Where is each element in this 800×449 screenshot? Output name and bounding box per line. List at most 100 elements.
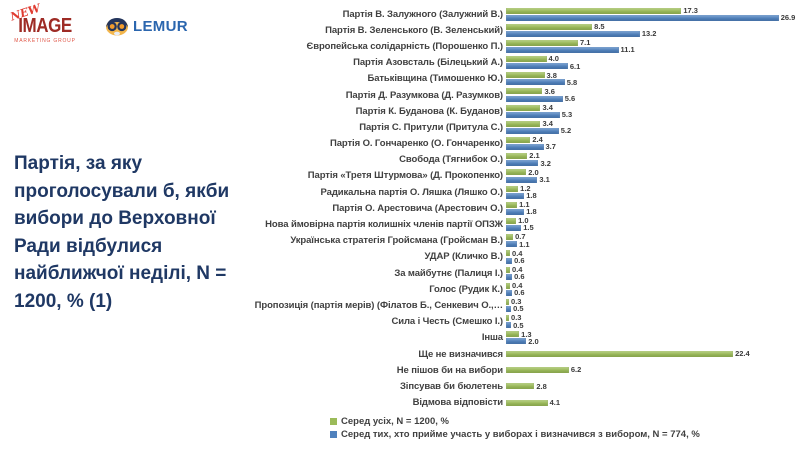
value-label: 2.0 — [528, 167, 539, 177]
category-label: За майбутнє (Палиця І.) — [394, 267, 503, 279]
value-label: 5.8 — [566, 77, 578, 87]
value-label: 1.8 — [526, 207, 537, 217]
chart-row: Сила і Честь (Смешко І.) 0.3 0.5 — [248, 314, 800, 330]
bar-area: 0.7 1.1 — [506, 232, 800, 249]
value-label: 1.3 — [521, 329, 532, 339]
chart-row: Інша 1.3 2.0 — [248, 330, 800, 346]
category-label: Партія Азовсталь (Білецький А.) — [353, 57, 503, 69]
value-label: 3.1 — [539, 174, 550, 184]
bar-all — [506, 399, 548, 406]
chart-row: Партія О. Гончаренко (О. Гончаренко) 2.4 3… — [248, 136, 800, 152]
value-label: 0.6 — [514, 271, 525, 281]
bar-voters — [506, 160, 539, 167]
bar-voters — [506, 63, 568, 70]
value-label: 0.6 — [514, 255, 525, 265]
value-label: 7.1 — [579, 38, 591, 48]
category-label: Ще не визначився — [418, 348, 503, 360]
bar-all — [506, 315, 510, 322]
chart-row: Відмова відповісти 4.1 — [248, 395, 800, 411]
bar-all — [506, 266, 511, 273]
value-label: 0.4 — [512, 248, 523, 258]
category-label: Не пішов би на вибори — [396, 364, 503, 376]
logo-bar: NEW IMAGE MARKETING GROUP LEMUR — [9, 2, 188, 49]
value-label: 6.2 — [570, 365, 582, 375]
bar-area: 2.1 3.2 — [506, 152, 800, 168]
value-label: 17.3 — [683, 5, 698, 15]
chart-row: Партія «Третя Штурмова» (Д. Прокопенко) 2… — [248, 168, 800, 184]
bar-area: 0.4 0.6 — [506, 266, 800, 280]
bar-all — [506, 234, 514, 241]
category-label: Інша — [481, 332, 503, 344]
value-label: 0.5 — [513, 320, 524, 330]
bar-voters — [506, 47, 619, 54]
value-label: 0.4 — [512, 264, 523, 274]
chart-row: Голос (Рудик К.) 0.4 0.6 — [248, 281, 800, 297]
bar-all — [506, 56, 547, 63]
chart-row: УДАР (Кличко В.) 0.4 0.6 — [248, 249, 800, 265]
bar-all — [506, 120, 541, 127]
chart-row: Партія В. Залужного (Залужний В.) 17.3 26.… — [248, 6, 800, 22]
bar-all — [506, 331, 520, 338]
bar-all — [506, 169, 527, 176]
value-label: 3.2 — [540, 158, 551, 168]
bar-voters — [506, 338, 527, 345]
category-label: Пропозиція (партія мерів) (Філатов Б., С… — [254, 299, 503, 311]
bar-all — [506, 23, 593, 30]
bar-area: 4.0 6.1 — [506, 55, 800, 71]
bar-voters — [506, 176, 538, 183]
category-label: Сила і Честь (Смешко І.) — [391, 316, 503, 328]
legend-swatch-blue — [330, 430, 337, 438]
bar-all — [506, 383, 535, 390]
new-image-logo: NEW IMAGE MARKETING GROUP — [9, 2, 80, 49]
bar-all — [506, 72, 545, 79]
bar-all — [506, 88, 543, 95]
value-label: 2.4 — [532, 135, 543, 145]
bar-area: 0.4 0.6 — [506, 250, 800, 264]
category-label: Відмова відповісти — [412, 397, 503, 409]
bar-voters — [506, 79, 565, 86]
chart-row: Нова ймовірна партія колишніх членів пар… — [248, 216, 800, 232]
chart-row: Не пішов би на вибори 6.2 — [248, 362, 800, 378]
bar-voters — [506, 192, 525, 199]
bar-all — [506, 185, 519, 192]
chart-rows: Партія В. Залужного (Залужний В.) 17.3 26.… — [248, 6, 800, 411]
bar-voters — [506, 273, 513, 280]
value-label: 11.1 — [620, 45, 635, 55]
chart-title: Партія, за яку проголосували б, якби виб… — [14, 153, 230, 312]
value-label: 2.8 — [536, 381, 547, 391]
bar-all — [506, 7, 682, 14]
value-label: 3.6 — [544, 86, 555, 96]
new-image-logo-main-text: IMAGE — [18, 15, 72, 37]
value-label: 5.2 — [560, 126, 572, 136]
bar-voters — [506, 322, 512, 329]
legend-swatch-green — [330, 417, 337, 425]
value-label: 6.1 — [569, 61, 581, 71]
lemur-logo: LEMUR — [104, 16, 188, 36]
bar-voters — [506, 144, 544, 151]
bar-voters — [506, 225, 522, 232]
bar-area: 1.3 2.0 — [506, 329, 800, 345]
value-label: 0.7 — [515, 232, 526, 242]
category-label: Нова ймовірна партія колишніх членів пар… — [265, 219, 503, 231]
category-label: Радикальна партія О. Ляшка (Ляшко О.) — [320, 186, 504, 198]
bar-area: 0.3 0.5 — [506, 314, 800, 330]
new-image-logo-subtext: MARKETING GROUP — [14, 38, 76, 44]
bar-all — [506, 250, 511, 257]
legend-label-all: Серед усіх, N = 1200, % — [341, 415, 449, 427]
value-label: 1.1 — [519, 239, 530, 249]
category-label: Партія В. Залужного (Залужний В.) — [342, 8, 503, 20]
category-label: Партія О. Арестовича (Арестович О.) — [332, 202, 503, 214]
bar-area: 3.6 5.6 — [506, 88, 800, 102]
category-label: Українська стратегія Гройсмана (Гройсман… — [290, 235, 503, 247]
value-label: 1.2 — [520, 183, 531, 193]
bar-area: 2.8 — [506, 383, 800, 390]
bar-chart: Партія В. Залужного (Залужний В.) 17.3 26.… — [248, 6, 800, 440]
bar-area: 17.3 26.9 — [506, 7, 800, 21]
chart-row: Пропозиція (партія мерів) (Філатов Б., С… — [248, 297, 800, 313]
bar-all — [506, 298, 510, 305]
bar-all — [506, 153, 528, 160]
chart-row: Партія Д. Разумкова (Д. Разумков) 3.6 5.6 — [248, 87, 800, 103]
bar-voters — [506, 289, 513, 296]
category-label: Партія «Третя Штурмова» (Д. Прокопенко) — [307, 170, 503, 182]
